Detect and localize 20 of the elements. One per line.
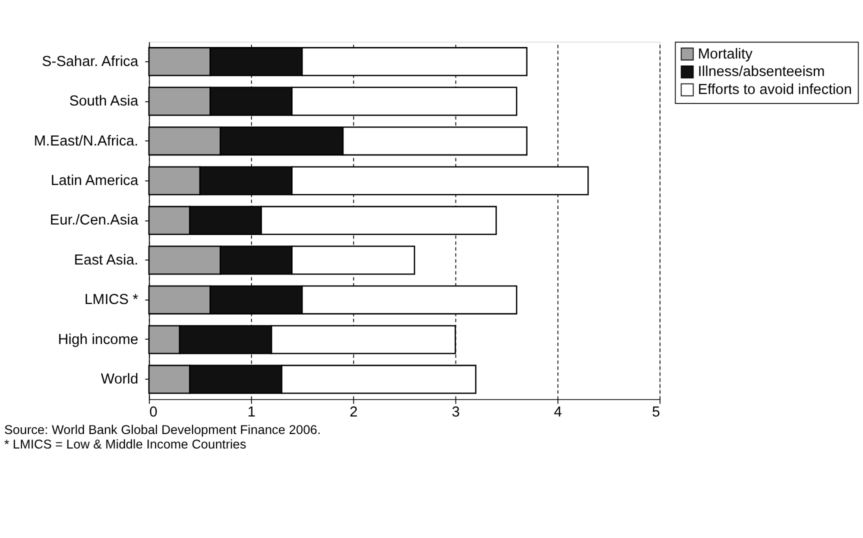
y-tick-label: Eur./Cen.Asia [50,212,140,229]
legend-label: Mortality [698,46,754,62]
y-tick-label: East Asia. [74,252,138,268]
legend-label: Illness/absenteeism [698,64,825,80]
text: * LMICS = Low & Middle Income Countries [4,436,246,452]
y-tick-label: S-Sahar. Africa [42,54,140,70]
y-tick-label: LMICS * [84,292,139,308]
x-tick-label: 3 [452,404,460,421]
y-tick-label: High income [58,332,138,348]
x-tick-label: 1 [247,404,256,421]
legend-label: Efforts to avoid infection [698,82,852,98]
y-tick-label: World [100,372,138,388]
x-tick-label: 0 [149,404,158,421]
x-tick-label: 5 [652,404,660,421]
y-tick-label: M.East/N.Africa. [34,133,138,150]
x-tick-label: 2 [350,404,358,421]
y-tick-label: Latin America [50,173,140,190]
source-note: Source: World Bank Global Development Finance 2006. [4,422,321,438]
y-tick-label: South Asia [69,94,140,110]
x-tick-label: 4 [554,404,562,421]
